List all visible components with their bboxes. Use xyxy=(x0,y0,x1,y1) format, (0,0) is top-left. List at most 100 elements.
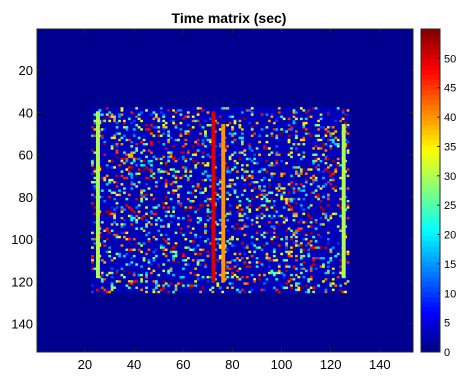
heatmap-cell xyxy=(135,115,139,118)
heatmap-cell xyxy=(297,282,301,285)
heatmap-cell xyxy=(297,143,301,146)
heatmap-cell xyxy=(142,189,146,192)
heatmap-cell xyxy=(322,223,325,226)
heatmap-cell xyxy=(189,240,193,243)
heatmap-cell xyxy=(290,147,293,150)
heatmap-cell xyxy=(181,155,185,159)
colorbar-strip xyxy=(421,150,440,156)
heatmap-cell xyxy=(135,206,139,209)
heatmap-cell xyxy=(339,187,343,190)
heatmap-cell xyxy=(228,267,232,270)
heatmap-cell xyxy=(334,130,338,133)
heatmap-cell xyxy=(196,138,200,142)
heatmap-cell xyxy=(302,261,306,264)
heatmap-cell xyxy=(113,257,116,260)
heatmap-cell xyxy=(290,278,293,281)
heatmap-cell xyxy=(297,197,301,201)
heatmap-cell xyxy=(324,212,328,216)
heatmap-cell xyxy=(184,170,188,173)
heatmap-cell xyxy=(322,176,325,180)
heatmap-cell xyxy=(324,155,328,159)
heatmap-cell xyxy=(226,229,229,232)
heatmap-cell xyxy=(309,115,313,118)
heatmap-cell xyxy=(130,155,134,159)
heatmap-cell xyxy=(299,157,303,161)
heatmap-cell xyxy=(302,136,306,140)
heatmap-cell xyxy=(312,235,315,239)
heatmap-cell xyxy=(243,187,247,190)
heatmap-cell xyxy=(231,140,234,144)
heatmap-cell xyxy=(174,174,178,178)
heatmap-cell xyxy=(326,231,330,235)
heatmap-cell xyxy=(307,248,311,251)
heatmap-cell xyxy=(181,157,185,161)
heatmap-cell xyxy=(172,290,175,294)
colorbar-strip xyxy=(421,306,440,313)
heatmap-cell xyxy=(145,193,148,197)
heatmap-cell xyxy=(299,219,303,222)
heatmap-cell xyxy=(331,126,335,129)
heatmap-cell xyxy=(307,109,311,112)
heatmap-cell xyxy=(336,225,340,228)
heatmap-cell xyxy=(123,126,126,129)
heatmap-cell xyxy=(326,170,330,173)
heatmap-cell xyxy=(120,143,124,146)
heatmap-cell xyxy=(189,271,193,275)
heatmap-cell xyxy=(179,231,183,235)
heatmap-cell xyxy=(189,286,193,289)
heatmap-cell xyxy=(243,189,247,192)
heatmap-cell xyxy=(108,115,112,118)
heatmap-cell xyxy=(103,143,107,146)
heatmap-cell xyxy=(299,267,303,270)
heatmap-cell xyxy=(120,244,124,247)
heatmap-cell xyxy=(326,265,330,268)
heatmap-cell xyxy=(196,143,200,146)
heatmap-cell xyxy=(304,238,308,241)
heatmap-cell xyxy=(154,219,158,222)
heatmap-cell xyxy=(142,257,146,260)
heatmap-cell xyxy=(204,178,207,182)
heatmap-cell xyxy=(255,265,259,268)
heatmap-cell xyxy=(130,166,134,169)
heatmap-cell xyxy=(174,244,178,247)
heatmap-cell xyxy=(125,157,129,161)
heatmap-cell xyxy=(314,227,318,230)
heatmap-cell xyxy=(253,250,257,254)
heatmap-cell xyxy=(179,132,183,135)
heatmap-cell xyxy=(255,121,259,125)
heatmap-cell xyxy=(312,147,315,150)
heatmap-cell xyxy=(226,145,229,148)
heatmap-cell xyxy=(329,248,333,251)
heatmap-cell xyxy=(317,164,320,167)
heatmap-cell xyxy=(172,254,175,258)
heatmap-cell xyxy=(204,240,207,243)
heatmap-cell xyxy=(209,143,212,146)
heatmap-cell xyxy=(245,246,249,249)
colorbar-strip xyxy=(421,281,440,287)
heatmap-cell xyxy=(181,259,185,262)
heatmap-cell xyxy=(223,107,227,110)
heatmap-cell xyxy=(194,185,198,188)
heatmap-cell xyxy=(317,257,320,260)
heatmap-cell xyxy=(334,254,338,258)
heatmap-cell xyxy=(309,221,313,224)
heatmap-cell xyxy=(292,212,296,216)
heatmap-cell xyxy=(314,107,318,110)
heatmap-cell xyxy=(236,288,239,292)
colorbar-tick-label: 45 xyxy=(444,83,456,95)
heatmap-cell xyxy=(91,181,94,184)
heatmap-cell xyxy=(329,172,333,175)
heatmap-cell xyxy=(314,195,318,199)
heatmap-cell xyxy=(194,119,198,123)
heatmap-cell xyxy=(150,223,153,226)
heatmap-cell xyxy=(142,195,146,199)
heatmap-cell xyxy=(336,138,340,142)
y-tick-label: 40 xyxy=(19,105,33,120)
heatmap-cell xyxy=(231,271,234,275)
heatmap-cell xyxy=(103,288,107,292)
heatmap-cell xyxy=(169,269,173,273)
heatmap-cell xyxy=(331,288,335,292)
heatmap-cell xyxy=(174,231,178,235)
heatmap-cell xyxy=(115,233,119,237)
